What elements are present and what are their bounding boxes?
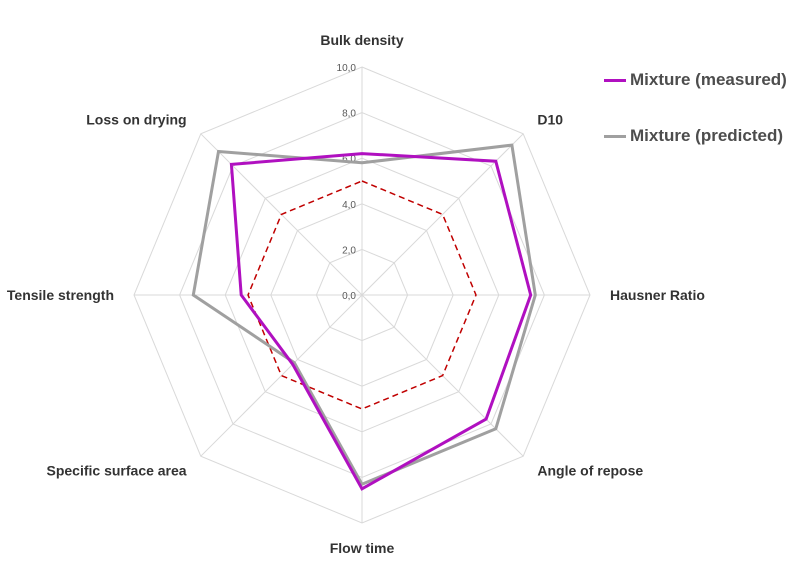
axis-label-specific-surface-area: Specific surface area bbox=[47, 462, 187, 478]
grid-spoke-5 bbox=[200, 294, 363, 457]
series-line-mixture-predicted bbox=[191, 143, 537, 487]
axis-label-flow-time: Flow time bbox=[330, 540, 395, 556]
series-group bbox=[191, 143, 537, 491]
axis-label-loss-on-drying: Loss on drying bbox=[86, 112, 186, 128]
legend: Mixture (measured) Mixture (predicted) bbox=[604, 52, 787, 164]
tick-label-3: 6,0 bbox=[342, 154, 356, 165]
legend-label-predicted: Mixture (predicted) bbox=[630, 126, 784, 145]
axis-label-tensile-strength: Tensile strength bbox=[7, 287, 114, 303]
axis-label-bulk-density: Bulk density bbox=[320, 32, 403, 48]
legend-swatch-predicted bbox=[604, 134, 626, 138]
tick-label-0: 0,0 bbox=[342, 291, 356, 302]
legend-swatch-measured bbox=[604, 78, 626, 82]
radial-tick-labels: 0,0 2,0 4,0 6,0 8,0 10,0 bbox=[337, 63, 357, 302]
series-line-mixture-measured bbox=[229, 152, 533, 491]
series-line-reference-limit bbox=[247, 180, 477, 410]
tick-label-4: 8,0 bbox=[342, 109, 356, 120]
axis-label-d10: D10 bbox=[537, 112, 563, 128]
legend-item-measured[interactable]: Mixture (measured) bbox=[604, 52, 787, 108]
radar-grid bbox=[133, 66, 591, 524]
axis-labels: Bulk density D10 Hausner Ratio Angle of rep… bbox=[7, 32, 705, 556]
legend-label-measured: Mixture (measured) bbox=[630, 70, 787, 89]
tick-label-2: 4,0 bbox=[342, 200, 356, 211]
axis-label-hausner-ratio: Hausner Ratio bbox=[610, 287, 705, 303]
legend-item-predicted[interactable]: Mixture (predicted) bbox=[604, 108, 787, 164]
tick-label-5: 10,0 bbox=[337, 63, 357, 74]
axis-label-angle-of-repose: Angle of repose bbox=[537, 462, 643, 478]
tick-label-1: 2,0 bbox=[342, 245, 356, 256]
